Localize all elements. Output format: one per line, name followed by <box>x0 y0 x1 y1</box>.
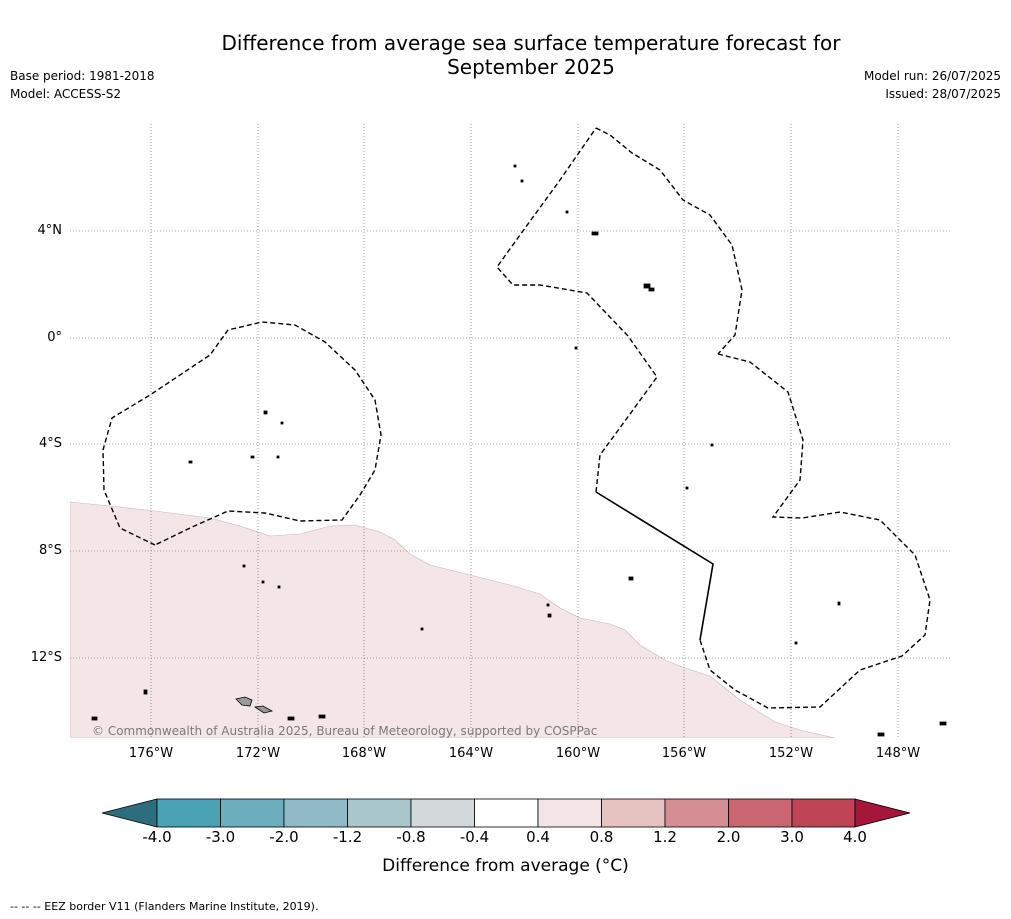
title-line-2: September 2025 <box>447 55 615 79</box>
island-6 <box>188 460 193 464</box>
colorbar-bin-8 <box>601 798 666 828</box>
islands <box>91 164 947 737</box>
island-20 <box>837 601 841 606</box>
eez-tokelau <box>102 321 382 546</box>
gridlines <box>70 124 950 738</box>
colorbar-bin-5 <box>410 798 475 828</box>
colorbar-bin-1 <box>156 798 221 828</box>
island-28 <box>794 641 798 645</box>
lon-label-168w: 168°W <box>341 746 387 761</box>
colorbar-tick: 0.8 <box>589 828 614 846</box>
island-3 <box>648 287 655 292</box>
issued-date: Issued: 28/07/2025 <box>885 87 1001 101</box>
model-run: Model run: 26/07/2025 <box>863 69 1001 83</box>
island-2 <box>643 283 651 289</box>
island-17 <box>565 210 569 214</box>
island-10 <box>91 716 98 721</box>
title-line-1: Difference from average sea surface temp… <box>221 31 841 55</box>
colorbar-tick: -0.8 <box>396 828 426 846</box>
meta-left: Base period: 1981-2018 Model: ACCESS-S2 <box>10 67 155 103</box>
colorbar-tick: 0.4 <box>526 828 550 846</box>
island-21 <box>420 627 424 631</box>
colorbar-bin-9 <box>664 798 729 828</box>
eez-shared-border <box>595 491 714 641</box>
lon-label-164w: 164°W <box>448 746 494 761</box>
colorbar-bin-4 <box>347 798 412 828</box>
lon-label-156w: 156°W <box>661 746 707 761</box>
lat-label-8s: 8°S <box>38 543 62 558</box>
island-14 <box>939 721 947 726</box>
colorbar-tick: 2.0 <box>716 828 741 846</box>
colorbar-bin-2 <box>220 798 285 828</box>
island-15 <box>513 164 517 168</box>
colorbar-bin-7 <box>537 798 602 828</box>
eez-line-islands-west <box>496 127 658 493</box>
island-19 <box>685 486 689 490</box>
island-27 <box>574 346 578 350</box>
copyright-text: © Commonwealth of Australia 2025, Bureau… <box>92 724 598 738</box>
island-12 <box>318 714 326 719</box>
meta-right: Model run: 26/07/2025 Issued: 28/07/2025 <box>864 67 1001 103</box>
island-23 <box>277 585 281 589</box>
island-29 <box>546 603 550 607</box>
island-24 <box>280 421 284 425</box>
island-22 <box>242 564 246 568</box>
base-period: Base period: 1981-2018 <box>10 69 155 83</box>
colorbar-bin-11 <box>791 798 856 828</box>
island-4 <box>263 410 268 415</box>
colorbar-tick: 4.0 <box>843 828 867 846</box>
island-5 <box>250 455 255 459</box>
island-18 <box>710 443 714 447</box>
eez-line-islands-south <box>699 353 931 709</box>
lon-label-160w: 160°W <box>555 746 601 761</box>
colorbar-tick: -3.0 <box>205 828 236 846</box>
island-9 <box>143 689 148 695</box>
colorbar-tick: -2.0 <box>269 828 299 846</box>
island-25 <box>276 455 280 459</box>
island-16 <box>520 179 524 183</box>
chart-title: Difference from average sea surface temp… <box>0 31 1011 79</box>
colorbar-tick: -1.2 <box>332 828 363 846</box>
colorbar-tick: 1.2 <box>653 828 677 846</box>
island-11 <box>287 716 295 721</box>
island-1 <box>591 231 599 236</box>
eez-line-islands-north <box>595 127 743 355</box>
colorbar-tick: 3.0 <box>780 828 804 846</box>
lat-label-4n: 4°N <box>37 223 63 238</box>
model-name: Model: ACCESS-S2 <box>10 87 122 101</box>
colorbar-extend-high <box>854 798 911 828</box>
eez-borders <box>102 127 931 709</box>
island-upolu <box>235 696 253 707</box>
colorbar-extend-low <box>101 798 158 828</box>
lon-label-172w: 172°W <box>235 746 281 761</box>
colorbar-tick: -0.4 <box>459 828 490 846</box>
lon-label-176w: 176°W <box>128 746 174 761</box>
lon-label-148w: 148°W <box>875 746 921 761</box>
island-savaii <box>253 705 274 714</box>
colorbar-label: Difference from average (°C) <box>382 856 629 876</box>
anomaly-region-0-4-0-8 <box>70 501 836 738</box>
map-frame <box>70 124 950 738</box>
lat-label-4s: 4°S <box>38 436 62 451</box>
island-8 <box>628 576 634 581</box>
lat-label-12s: 12°S <box>30 650 62 665</box>
colorbar-bin-10 <box>728 798 793 828</box>
colorbar-bin-3 <box>283 798 348 828</box>
lat-label-0: 0° <box>47 330 62 345</box>
island-26 <box>261 580 265 584</box>
colorbar-tick: -4.0 <box>142 828 172 846</box>
colorbar <box>101 798 911 828</box>
lon-label-152w: 152°W <box>768 746 814 761</box>
island-13 <box>877 732 885 737</box>
island-7 <box>547 613 552 618</box>
colorbar-bin-6 <box>474 798 539 828</box>
eez-legend-footer: -- -- -- EEZ border V11 (Flanders Marine… <box>10 900 319 913</box>
